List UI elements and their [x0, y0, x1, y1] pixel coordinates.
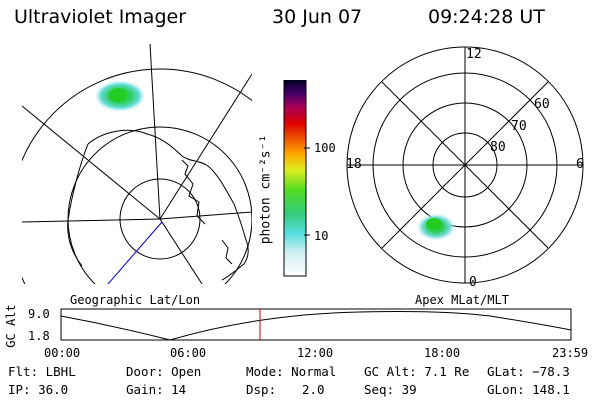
status-seq: Seq: 39 — [364, 382, 417, 397]
mlat-label-80: 80 — [490, 140, 506, 155]
altitude-xtick: 06:00 — [170, 346, 207, 360]
colorbar-gradient — [283, 80, 307, 277]
date-label: 30 Jun 07 — [272, 6, 363, 28]
status-ip: IP: 36.0 — [8, 382, 69, 397]
mlt-label-12: 12 — [466, 47, 482, 62]
altitude-ytick-9: 9.0 — [28, 307, 50, 321]
altitude-ytick-1.8: 1.8 — [28, 329, 50, 343]
mlt-panel-label: Apex MLat/MLT — [415, 293, 509, 307]
altitude-plot — [60, 308, 572, 341]
altitude-plot-frame — [60, 308, 572, 341]
colorbar-label: photon cm⁻²s⁻¹ — [258, 134, 274, 245]
colorbar-tick-label-100: 100 — [314, 141, 336, 155]
altitude-xtick: 18:00 — [424, 346, 461, 360]
status-door: Door: Open — [126, 364, 202, 379]
emission-core — [426, 218, 442, 230]
mlt-label-18: 18 — [346, 157, 362, 172]
status-gc-alt: GC Alt: 7.1 Re — [364, 364, 470, 379]
meridian — [22, 105, 161, 220]
status-gain: Gain: 14 — [126, 382, 187, 397]
meridian — [159, 218, 203, 284]
coastline-detail — [181, 159, 206, 225]
status-glat: GLat: −78.3 — [487, 364, 570, 379]
instrument-title: Ultraviolet Imager — [14, 6, 187, 28]
mlat-label-70: 70 — [511, 119, 527, 134]
status-dsp-label: Dsp: — [246, 382, 277, 397]
altitude-xtick: 23:59 — [552, 346, 589, 360]
satellite-track — [107, 221, 163, 284]
geo-panel-label: Geographic Lat/Lon — [70, 293, 201, 307]
status-mode: Mode: Normal — [246, 364, 337, 379]
mlt-diagonal — [381, 81, 549, 249]
colorbar — [283, 80, 310, 277]
lat-circle — [67, 126, 252, 284]
status-dsp-value: 2.0 — [302, 382, 325, 397]
meridian — [159, 211, 252, 220]
status-glon: GLon: 148.1 — [487, 382, 570, 397]
mlt-polar-plot — [346, 46, 584, 284]
coastline — [67, 129, 249, 281]
altitude-xtick: 12:00 — [297, 346, 334, 360]
mlt-label-0: 0 — [469, 275, 477, 290]
mlt-label-6: 6 — [576, 157, 584, 172]
geographic-map — [22, 44, 252, 284]
colorbar-tick-label-10: 10 — [314, 229, 329, 243]
coastline-detail — [221, 239, 233, 265]
time-label: 09:24:28 UT — [428, 6, 545, 28]
meridian — [22, 218, 161, 223]
emission-core — [109, 88, 127, 102]
status-flt: Flt: LBHL — [8, 364, 76, 379]
altitude-ylabel: GC Alt — [4, 304, 18, 348]
meridian — [159, 73, 252, 220]
lat-circle — [22, 68, 252, 284]
altitude-xtick: 00:00 — [44, 346, 81, 360]
mlat-label-60: 60 — [534, 97, 550, 112]
altitude-curve — [60, 311, 572, 341]
meridian — [149, 44, 161, 220]
